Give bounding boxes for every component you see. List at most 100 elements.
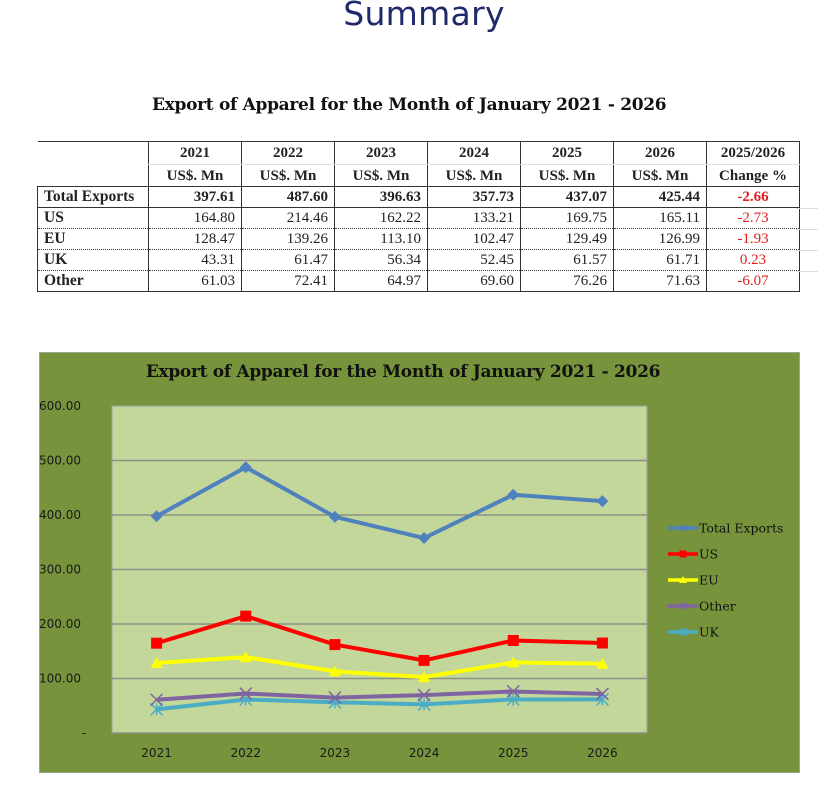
legend-label: US [699,547,718,562]
export-table: 2021 2022 2023 2024 2025 2026 2025/2026 … [37,141,800,292]
marker-triangle [507,656,520,668]
cell-value: 61.47 [241,249,335,271]
cell-value: 133.21 [427,207,521,229]
legend-item: UK [668,625,720,640]
header-year: 2025 [520,141,614,165]
table-title: Export of Apparel for the Month of Janua… [152,95,667,115]
cell-value: 71.63 [613,270,707,292]
cell-value: 357.73 [427,186,521,208]
header-unit: US$. Mn [334,164,428,187]
marker-triangle [596,657,609,669]
x-tick-label: 2025 [498,746,529,760]
series-total-exports [150,461,609,545]
table-row-eu: EU 128.47 139.26 113.10 102.47 129.49 12… [37,228,800,250]
cell-value: 61.71 [613,249,707,271]
table-row-uk: UK 43.31 61.47 56.34 52.45 61.57 61.71 0… [37,249,800,271]
y-tick-label: 400.00 [39,508,81,522]
marker-diamond [679,524,687,532]
y-tick-label: 100.00 [39,672,81,686]
marker-square [507,634,519,646]
header-year: 2022 [241,141,335,165]
row-label: Other [37,270,149,292]
cell-value: 487.60 [241,186,335,208]
marker-x [678,601,688,611]
y-tick-label: - [82,726,86,740]
row-label: US [37,207,149,229]
legend-label: Other [699,599,736,614]
marker-x [239,687,253,701]
header-unit: US$. Mn [427,164,521,187]
marker-square [418,654,430,666]
legend-item: EU [668,573,719,588]
header-year: 2024 [427,141,521,165]
x-tick-label: 2024 [409,746,440,760]
row-guide-line [796,229,818,230]
chart-title: Export of Apparel for the Month of Janua… [145,362,661,382]
marker-square [151,637,163,649]
legend-item: Other [668,599,736,614]
y-tick-label: 500.00 [39,454,81,468]
x-tick-label: 2021 [141,746,172,760]
cell-value: 397.61 [148,186,242,208]
marker-star [678,627,688,637]
marker-x [506,684,520,698]
cell-value: 113.10 [334,228,428,250]
x-tick-label: 2022 [230,746,261,760]
marker-diamond [239,461,252,474]
cell-change: -2.73 [706,207,800,229]
marker-triangle [239,651,252,663]
y-tick-label: 200.00 [39,617,81,631]
cell-change: -1.93 [706,228,800,250]
header-unit: US$. Mn [241,164,335,187]
marker-diamond [150,510,163,523]
row-guide-line [796,250,818,251]
legend-item: Total Exports [668,521,783,536]
cell-value: 164.80 [148,207,242,229]
page-title: Summary [343,0,505,33]
table-row-us: US 164.80 214.46 162.22 133.21 169.75 16… [37,207,800,229]
series-line [156,697,603,712]
legend-label: EU [699,573,719,588]
series-uk [150,692,609,716]
table-row-other: Other 61.03 72.41 64.97 69.60 76.26 71.6… [37,270,800,292]
header-year: 2026 [613,141,707,165]
legend-label: Total Exports [699,521,783,536]
marker-triangle [679,576,687,583]
marker-x [417,688,431,702]
legend-label: UK [699,625,720,640]
cell-value: 76.26 [520,270,614,292]
marker-triangle [328,665,341,677]
series-group [150,461,609,716]
legend-item: US [668,547,718,562]
cell-value: 128.47 [148,228,242,250]
series-line [156,614,603,663]
x-axis: 2021 2022 2023 2024 2025 2026 [141,746,617,760]
cell-value: 61.57 [520,249,614,271]
header-blank [37,141,149,165]
series-line [156,689,603,702]
marker-diamond [418,532,431,545]
row-label: Total Exports [37,186,149,208]
cell-value: 69.60 [427,270,521,292]
cell-value: 56.34 [334,249,428,271]
cell-value: 52.45 [427,249,521,271]
series-other [150,684,609,707]
cell-value: 129.49 [520,228,614,250]
series-eu [150,651,609,683]
header-year: 2021 [148,141,242,165]
marker-diamond [328,510,341,523]
y-tick-label: 300.00 [39,563,81,577]
cell-value: 139.26 [241,228,335,250]
legend: Total Exports US EU Other UK [668,521,783,640]
cell-value: 72.41 [241,270,335,292]
marker-square [596,637,608,649]
marker-square [240,610,252,622]
gridlines [112,459,647,734]
marker-x [150,693,164,707]
x-tick-label: 2026 [587,746,618,760]
cell-value: 214.46 [241,207,335,229]
marker-x [595,687,609,701]
series-line [155,465,603,541]
header-unit: US$. Mn [148,164,242,187]
